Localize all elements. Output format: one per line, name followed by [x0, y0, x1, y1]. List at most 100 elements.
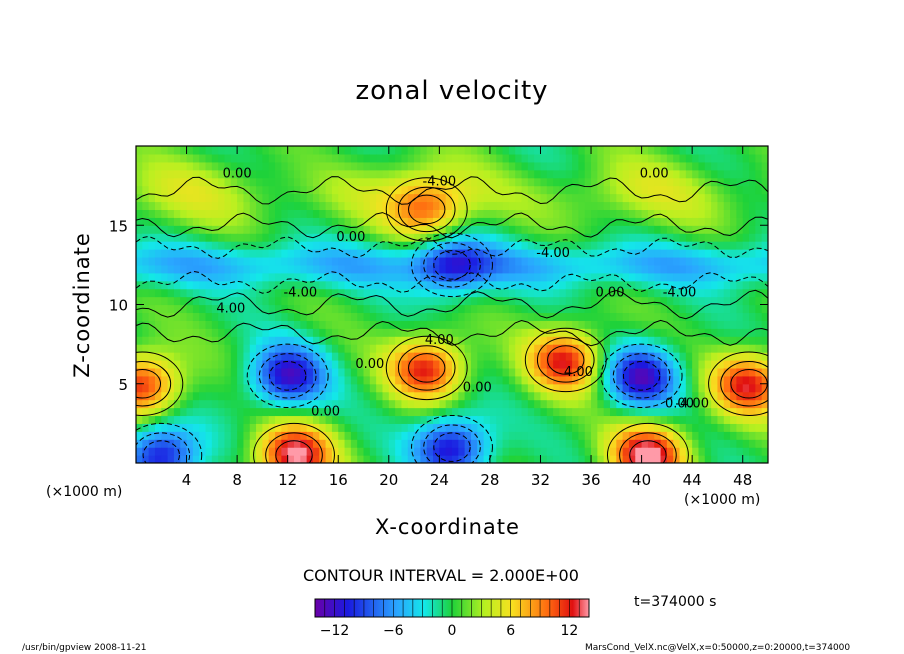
heatmap-cell [704, 280, 712, 290]
heatmap-cell [281, 241, 289, 250]
heatmap-cell [243, 415, 251, 424]
heatmap-cell [167, 201, 175, 210]
heatmap-cell [325, 296, 333, 306]
heatmap-cell [527, 280, 535, 290]
heatmap-cell [306, 328, 314, 337]
heatmap-cell [591, 272, 598, 282]
heatmap-cell [388, 304, 396, 314]
heatmap-cell [742, 264, 750, 274]
heatmap-cell [369, 161, 377, 171]
heatmap-cell [616, 336, 624, 345]
heatmap-cell [508, 225, 516, 234]
heatmap-cell [559, 352, 567, 361]
heatmap-cell [161, 233, 169, 242]
heatmap-cell [723, 177, 731, 187]
heatmap-cell [515, 177, 523, 187]
heatmap-cell [559, 264, 567, 274]
heatmap-cell [483, 367, 491, 377]
heatmap-cell [553, 233, 561, 242]
heatmap-cell [477, 233, 485, 242]
heatmap-cell [142, 423, 150, 432]
heatmap-cell [730, 431, 737, 440]
heatmap-cell [224, 296, 232, 306]
heatmap-cell [464, 146, 472, 155]
heatmap-cell [433, 304, 440, 314]
heatmap-cell [591, 146, 598, 155]
heatmap-cell [224, 272, 232, 282]
heatmap-cell [742, 391, 750, 401]
x-tick-label: 4 [182, 471, 192, 489]
heatmap-cell [730, 423, 737, 432]
heatmap-cell [711, 336, 719, 345]
heatmap-cell [401, 399, 409, 409]
heatmap-cell [572, 153, 579, 163]
heatmap-cell [256, 264, 263, 274]
heatmap-cell [192, 304, 200, 314]
heatmap-cell [597, 288, 605, 298]
heatmap-cell [603, 193, 611, 203]
heatmap-cell [628, 264, 636, 274]
heatmap-cell [496, 336, 504, 345]
heatmap-cell [628, 241, 636, 250]
heatmap-cell [553, 288, 561, 298]
heatmap-cell [388, 312, 396, 321]
heatmap-cell [610, 431, 617, 440]
heatmap-cell [559, 288, 567, 298]
heatmap-cell [591, 391, 598, 401]
heatmap-cell [496, 288, 504, 298]
heatmap-cell [420, 352, 428, 361]
heatmap-cell [641, 272, 649, 282]
heatmap-cell [275, 455, 282, 463]
heatmap-cell [312, 272, 320, 282]
heatmap-cell [458, 233, 466, 242]
heatmap-cell [243, 304, 251, 314]
heatmap-cell [666, 264, 674, 274]
heatmap-cell [136, 352, 143, 361]
heatmap-cell [704, 201, 712, 210]
heatmap-cell [344, 201, 352, 210]
heatmap-cell [572, 217, 579, 226]
heatmap-cell [268, 161, 276, 171]
heatmap-cell [508, 209, 516, 218]
heatmap-cell [287, 272, 295, 282]
heatmap-cell [256, 352, 263, 361]
heatmap-cell [224, 153, 232, 163]
heatmap-cell [698, 375, 706, 385]
heatmap-cell [192, 352, 200, 361]
heatmap-cell [673, 296, 681, 306]
heatmap-cell [237, 455, 245, 463]
heatmap-cell [338, 423, 346, 432]
heatmap-cell [331, 280, 339, 290]
heatmap-cell [445, 391, 453, 401]
heatmap-cell [553, 320, 561, 329]
heatmap-cell [445, 153, 453, 163]
heatmap-cell [445, 256, 453, 266]
heatmap-cell [439, 383, 447, 393]
heatmap-cell [578, 312, 586, 321]
heatmap-cell [679, 177, 687, 187]
heatmap-cell [426, 217, 434, 226]
heatmap-cell [470, 455, 478, 463]
heatmap-cell [173, 439, 181, 448]
heatmap-cell [363, 312, 371, 321]
heatmap-cell [730, 177, 737, 187]
heatmap-cell [673, 328, 681, 337]
heatmap-cell [186, 193, 194, 203]
heatmap-cell [363, 383, 371, 393]
heatmap-cell [224, 177, 232, 187]
heatmap-cell [186, 359, 194, 369]
heatmap-cell [382, 249, 390, 258]
heatmap-cell [502, 264, 510, 274]
heatmap-cell [401, 359, 409, 369]
heatmap-cell [692, 185, 700, 195]
heatmap-cell [584, 296, 592, 306]
heatmap-cell [572, 447, 579, 456]
heatmap-cell [319, 447, 327, 456]
heatmap-cell [306, 304, 314, 314]
heatmap-cell [673, 336, 681, 345]
heatmap-cell [344, 264, 352, 274]
heatmap-cell [673, 367, 681, 377]
heatmap-cell [287, 288, 295, 298]
heatmap-cell [685, 296, 693, 306]
heatmap-cell [218, 296, 226, 306]
